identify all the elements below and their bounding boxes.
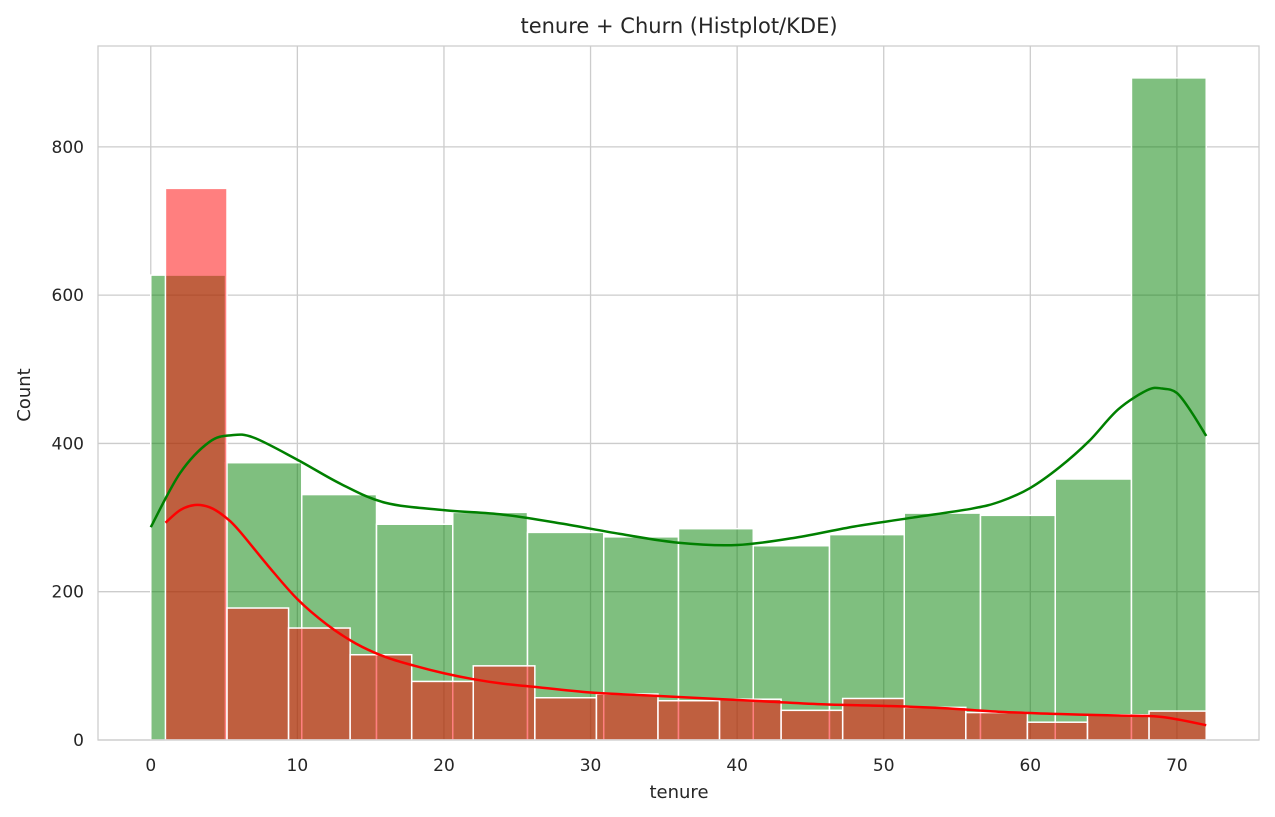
x-tick-label: 10 — [287, 756, 309, 776]
y-tick-label: 400 — [52, 434, 84, 454]
histogram-bar-green — [1130, 77, 1207, 741]
histogram-bar-red — [164, 187, 228, 741]
x-tick-label: 20 — [433, 756, 455, 776]
y-tick-label: 600 — [52, 286, 84, 306]
kde-lines — [149, 386, 1208, 727]
x-tick-label: 30 — [580, 756, 602, 776]
histogram-bar-red — [1086, 714, 1150, 741]
histogram-bar-red — [780, 709, 844, 741]
histogram-bar-red — [903, 706, 967, 741]
kde-line-green — [149, 386, 1208, 547]
histogram-bar-green — [1054, 478, 1133, 741]
histogram-bar-red — [349, 653, 413, 741]
histogram-bar-red — [1026, 721, 1089, 741]
y-tick-labels: 0 200 400 600 800 — [52, 138, 84, 751]
histogram-bar-red — [965, 711, 1029, 741]
y-tick-label: 0 — [73, 731, 84, 751]
histogram-bar-red — [718, 698, 782, 741]
chart-title: tenure + Churn (Histplot/KDE) — [520, 14, 837, 38]
kde-line-red — [164, 503, 1207, 727]
histogram-bar-red — [657, 699, 721, 741]
histogram-bar-red — [534, 696, 598, 741]
x-tick-label: 50 — [873, 756, 895, 776]
histogram-bar-red — [287, 627, 351, 741]
x-tick-label: 70 — [1166, 756, 1188, 776]
histogram-bar-green — [979, 514, 1056, 741]
y-tick-label: 200 — [52, 583, 84, 603]
histogram-bar-red — [226, 607, 290, 741]
x-tick-label: 60 — [1019, 756, 1041, 776]
plot-frame — [97, 45, 1260, 741]
histogram-bar-red — [595, 693, 659, 741]
x-tick-label: 40 — [726, 756, 748, 776]
y-axis-label: Count — [14, 368, 35, 421]
histogram-bar-green — [903, 512, 982, 741]
x-axis-label: tenure — [649, 782, 708, 803]
histogram-bar-red — [410, 680, 475, 741]
histogram-bar-red — [472, 665, 536, 741]
x-tick-labels: 0 10 20 30 40 50 60 70 — [145, 756, 1187, 776]
x-tick-label: 0 — [145, 756, 156, 776]
y-tick-label: 800 — [52, 138, 84, 158]
